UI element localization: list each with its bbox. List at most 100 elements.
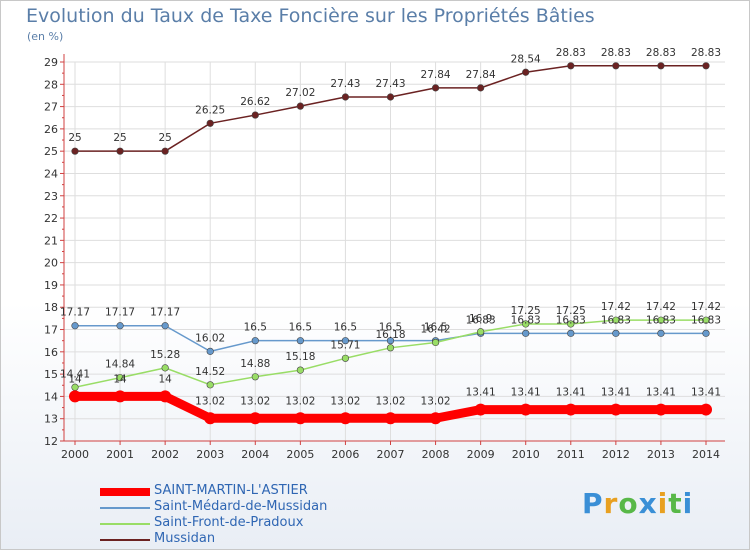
legend-label: Saint-Médard-de-Mussidan	[154, 499, 328, 514]
data-label: 27.84	[421, 69, 451, 81]
x-tick-label: 2014	[692, 448, 720, 461]
data-label: 16.42	[421, 323, 451, 335]
data-point	[477, 84, 485, 92]
data-label: 17.17	[60, 307, 90, 319]
data-point	[116, 374, 124, 382]
y-tick-label: 24	[44, 167, 58, 180]
legend-swatch	[100, 523, 150, 525]
data-label: 16.9	[469, 313, 492, 325]
data-point	[116, 147, 124, 155]
data-label: 27.02	[285, 87, 315, 99]
data-point	[206, 381, 214, 389]
data-label: 13.41	[466, 387, 496, 399]
y-tick-label: 17	[44, 324, 58, 337]
x-tick-label: 2002	[151, 448, 179, 461]
legend-swatch	[100, 539, 150, 541]
data-point	[474, 403, 487, 416]
x-tick-label: 2011	[557, 448, 585, 461]
data-label: 16.83	[601, 314, 631, 326]
data-label: 17.42	[691, 301, 721, 313]
data-label: 26.62	[240, 96, 270, 108]
data-point	[114, 390, 127, 403]
y-tick-label: 25	[44, 145, 58, 158]
unit-label: (en %)	[27, 30, 64, 43]
data-label: 13.41	[556, 387, 586, 399]
data-point	[161, 147, 169, 155]
data-point	[657, 62, 665, 70]
data-point	[386, 93, 395, 101]
data-label: 14	[158, 373, 172, 385]
data-label: 16.5	[379, 322, 402, 334]
y-tick-label: 15	[44, 368, 58, 381]
y-tick-label: 27	[44, 101, 58, 114]
data-point	[612, 316, 620, 324]
data-point	[612, 62, 620, 70]
data-point	[71, 322, 79, 330]
axes: 12 13 14 15 16 17 18 19 20 21 22 23 24 25 26 27 28 29 2000…	[44, 54, 725, 461]
data-label: 28.54	[511, 53, 541, 65]
y-tick-label: 29	[44, 56, 58, 69]
data-point	[251, 111, 259, 119]
data-point	[206, 347, 214, 355]
data-label: 16.83	[556, 314, 586, 326]
data-point	[654, 403, 667, 416]
data-label: 13.41	[601, 387, 631, 399]
y-tick-label: 26	[44, 123, 58, 136]
data-label: 17.25	[556, 305, 586, 317]
data-label: 14.88	[240, 358, 270, 370]
data-point	[657, 329, 665, 337]
data-label: 28.83	[556, 47, 586, 59]
data-point	[296, 102, 304, 110]
data-point	[294, 412, 307, 425]
x-tick-label: 2003	[196, 448, 224, 461]
data-point	[204, 412, 217, 425]
x-tick-label: 2012	[602, 448, 630, 461]
legend-label: Saint-Front-de-Pradoux	[154, 515, 304, 530]
x-tick-label: 2010	[512, 448, 540, 461]
data-point	[339, 412, 352, 425]
data-label: 25	[68, 132, 81, 144]
data-label: 17.42	[601, 301, 631, 313]
data-label: 13.41	[691, 387, 721, 399]
y-tick-label: 20	[44, 257, 58, 270]
data-label: 13.41	[511, 387, 541, 399]
data-point	[429, 412, 442, 425]
data-point	[384, 412, 397, 425]
y-tick-label: 16	[44, 346, 58, 359]
data-point	[519, 403, 532, 416]
data-label: 13.02	[195, 395, 225, 407]
data-label: 28.83	[646, 47, 676, 59]
data-point	[522, 320, 530, 328]
data-point	[564, 403, 577, 416]
data-label: 14.52	[195, 366, 225, 378]
x-tick-label: 2001	[106, 448, 134, 461]
data-point	[702, 62, 710, 70]
data-label: 16.5	[289, 322, 312, 334]
data-label: 17.25	[511, 305, 541, 317]
data-label: 28.83	[601, 47, 631, 59]
data-label: 16.5	[244, 322, 267, 334]
legend-swatch	[100, 507, 150, 509]
chart-title: Evolution du Taux de Taxe Foncière sur l…	[26, 5, 595, 27]
data-point	[609, 403, 622, 416]
data-label: 27.43	[330, 78, 360, 90]
legend-label: SAINT-MARTIN-L'ASTIER	[154, 483, 308, 498]
data-label: 17.17	[105, 307, 135, 319]
data-point	[477, 328, 485, 336]
data-label: 16.5	[334, 322, 357, 334]
legend-item: SAINT-MARTIN-L'ASTIER	[100, 483, 400, 500]
data-label: 28.83	[691, 47, 721, 59]
y-tick-label: 18	[44, 301, 58, 314]
legend-label: Mussidan	[154, 531, 216, 546]
data-label: 16.18	[375, 329, 405, 341]
data-point	[702, 316, 710, 324]
legend-item: Mussidan	[100, 531, 400, 548]
data-label: 15.18	[285, 351, 315, 363]
data-point	[567, 329, 575, 337]
data-point	[341, 93, 350, 101]
legend-item: Saint-Front-de-Pradoux	[100, 515, 400, 532]
data-point	[700, 403, 712, 416]
data-point	[296, 366, 304, 374]
data-point	[657, 316, 665, 324]
data-point	[251, 373, 259, 381]
